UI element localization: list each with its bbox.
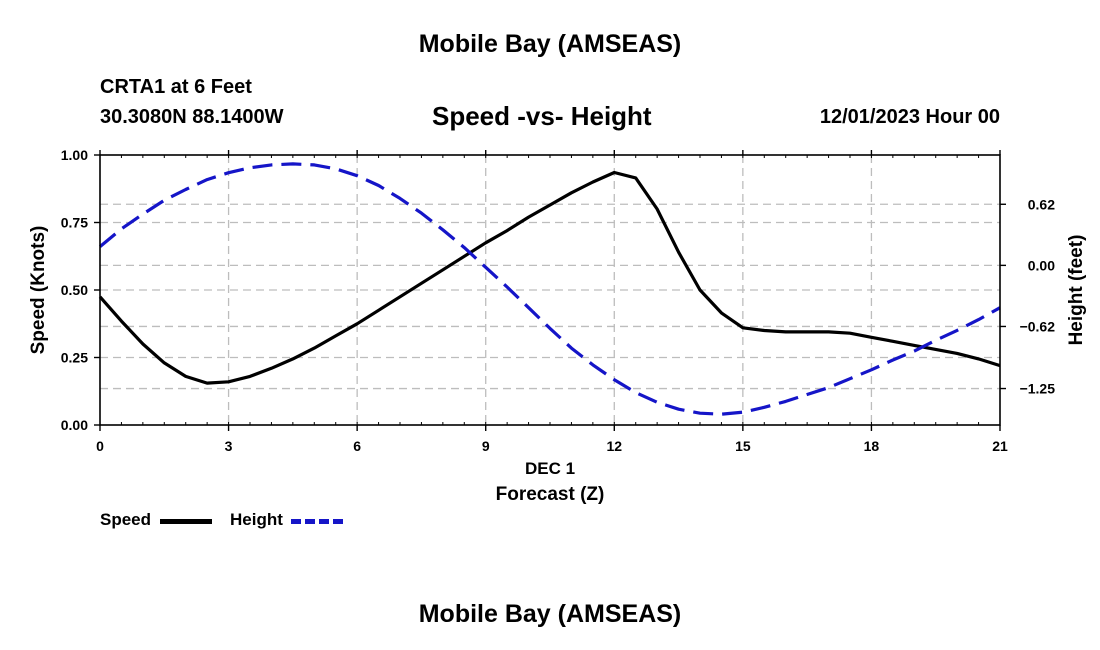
x-tick-label: 15 [735,438,751,454]
y-left-tick-label: 0.25 [61,350,88,366]
station-label: CRTA1 at 6 Feet [100,76,252,98]
y-axis-right-title: Height (feet) [1066,235,1087,346]
y-left-tick-label: 1.00 [61,147,88,163]
x-tick-label: 0 [96,438,104,454]
series-line-height [98,162,1001,416]
repeat-title: Mobile Bay (AMSEAS) [418,600,682,628]
chart-subtitle: Speed -vs- Height [432,101,652,131]
x-axis-date-label: DEC 1 [525,459,575,478]
legend-height-swatch [291,519,343,524]
legend-height-label: Height [230,510,283,529]
y-right-tick-label: 0.62 [1028,196,1055,212]
main-title: Mobile Bay (AMSEAS) [418,30,682,58]
y-right-tick-label: 0.00 [1028,257,1055,273]
y-left-tick-label: 0.50 [61,282,88,298]
y-left-tick-label: 0.00 [61,417,88,433]
x-tick-label: 9 [482,438,490,454]
series-line-speed [98,170,1001,385]
x-tick-label: 18 [864,438,880,454]
x-tick-label: 3 [225,438,233,454]
station-coordinates: 30.3080N 88.1400W [100,106,284,128]
x-tick-label: 21 [992,438,1008,454]
legend-speed-swatch [160,519,212,524]
x-axis-title: Forecast (Z) [496,484,605,505]
legend-speed-label: Speed [100,510,152,529]
x-tick-label: 6 [353,438,361,454]
y-right-tick-label: −0.62 [1020,318,1056,334]
forecast-datetime: 12/01/2023 Hour 00 [819,106,1000,128]
y-axis-left-title: Speed (Knots) [28,226,49,355]
y-left-tick-label: 0.75 [61,215,88,231]
y-right-tick-label: −1.25 [1020,381,1056,397]
x-tick-label: 12 [606,438,622,454]
